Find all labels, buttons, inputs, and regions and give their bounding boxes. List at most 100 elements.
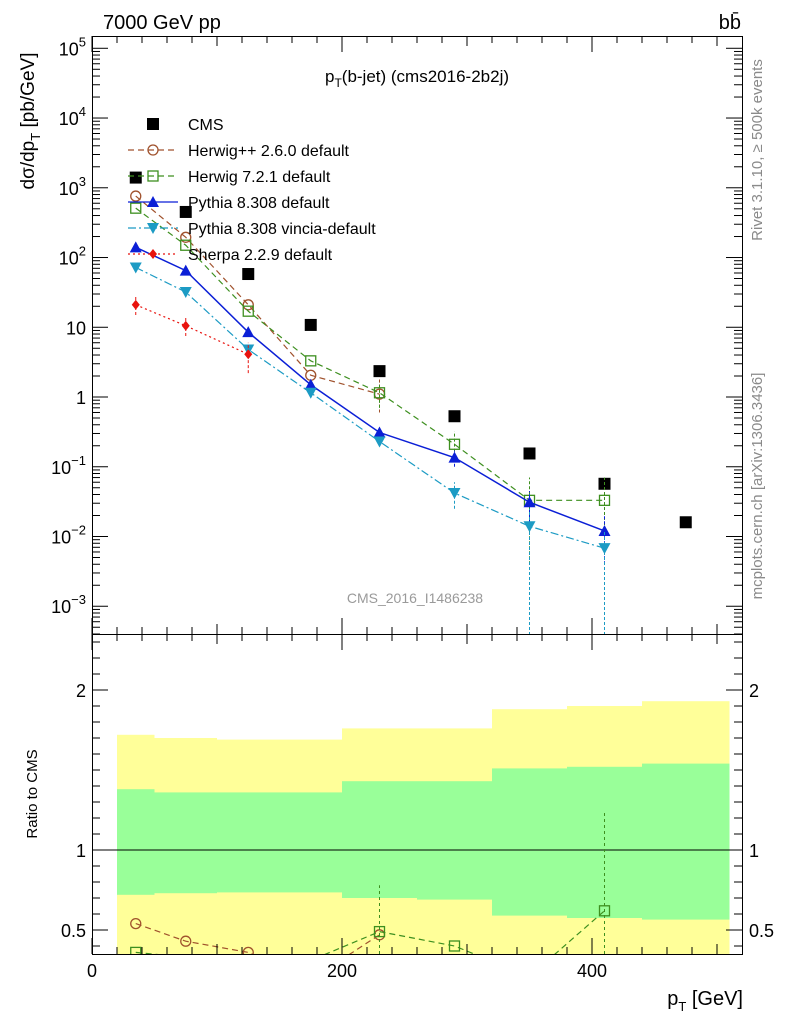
legend-label: Sherpa 2.2.9 default bbox=[188, 247, 333, 264]
data-point bbox=[373, 365, 386, 378]
data-point bbox=[242, 299, 254, 311]
ratio-y-tick-label-left: 0.5 bbox=[61, 921, 86, 941]
legend-label: Herwig++ 2.6.0 default bbox=[188, 143, 350, 160]
data-point bbox=[129, 171, 142, 184]
energy-label: 7000 GeV pp bbox=[103, 12, 221, 34]
y-tick-exponent: 2 bbox=[79, 244, 86, 259]
data-point bbox=[304, 387, 317, 399]
data-point bbox=[179, 287, 192, 299]
legend-marker bbox=[147, 196, 159, 207]
data-point bbox=[523, 496, 536, 508]
series-line bbox=[135, 195, 380, 395]
process-label: bb̄ bbox=[719, 11, 741, 34]
legend-item: Herwig++ 2.6.0 default bbox=[128, 143, 350, 160]
y-tick-base: 10 bbox=[59, 39, 79, 59]
data-point bbox=[179, 205, 192, 218]
ratio-green-band-bin bbox=[642, 763, 730, 920]
y-tick-exponent: −3 bbox=[71, 592, 86, 607]
y-tick-base: 10 bbox=[51, 458, 71, 478]
plot-title: pT(b-jet) (cms2016-2b2j) bbox=[325, 67, 509, 90]
ratio-green-band-bin bbox=[567, 766, 642, 918]
ratio-y-tick-label-right: 0.5 bbox=[749, 921, 774, 941]
legend-item: Sherpa 2.2.9 default bbox=[128, 247, 333, 264]
y-tick-label: 102 bbox=[59, 244, 86, 269]
legend-marker bbox=[147, 170, 159, 182]
mcplots-label: mcplots.cern.ch [arXiv:1306.3436] bbox=[749, 373, 766, 600]
ratio-data-point bbox=[373, 925, 386, 938]
data-point bbox=[448, 488, 461, 500]
legend-marker bbox=[147, 118, 159, 130]
ratio-series-line bbox=[135, 923, 380, 954]
series-line bbox=[135, 266, 605, 549]
y-tick-exponent: 5 bbox=[79, 34, 86, 49]
ratio-y-tick-label-left: 2 bbox=[76, 681, 86, 701]
data-point bbox=[242, 326, 255, 338]
legend-label: Pythia 8.308 vincia-default bbox=[188, 221, 376, 238]
series-line bbox=[135, 246, 605, 532]
legend-label: Pythia 8.308 default bbox=[188, 195, 330, 212]
analysis-id-label: CMS_2016_I1486238 bbox=[347, 590, 483, 606]
data-point bbox=[448, 438, 461, 450]
legend-item: CMS bbox=[147, 117, 224, 134]
y-tick-base: 10 bbox=[59, 109, 79, 129]
data-point bbox=[448, 410, 461, 423]
data-point bbox=[373, 436, 386, 448]
legend-label: CMS bbox=[188, 117, 224, 134]
main-series-clipped bbox=[129, 171, 692, 634]
y-tick-base: 10 bbox=[59, 249, 79, 269]
data-point bbox=[598, 543, 611, 555]
data-point bbox=[373, 426, 386, 438]
legend-label: Herwig 7.2.1 default bbox=[188, 169, 331, 186]
rivet-label: Rivet 3.1.10, ≥ 500k events bbox=[749, 59, 766, 241]
plot-title-main: p bbox=[325, 67, 334, 86]
ratio-series-line bbox=[135, 910, 605, 954]
series-line bbox=[135, 304, 249, 355]
ratio-data-point bbox=[130, 946, 142, 954]
ratio-green-band-bin bbox=[217, 792, 280, 893]
ratio-series-group bbox=[130, 810, 611, 954]
y-tick-base: 10 bbox=[59, 179, 79, 199]
y-tick-exponent: 4 bbox=[79, 104, 86, 119]
data-point bbox=[244, 349, 253, 360]
ratio-y-tick-label-right: 1 bbox=[749, 841, 759, 861]
data-point bbox=[130, 190, 142, 202]
main-series-group bbox=[129, 171, 692, 634]
data-point bbox=[181, 320, 190, 331]
data-point bbox=[180, 231, 192, 243]
y-tick-base: 1 bbox=[76, 388, 86, 408]
ratio-green-band-bin bbox=[154, 792, 217, 894]
y-tick-base: 10 bbox=[51, 528, 71, 548]
data-point bbox=[242, 268, 255, 281]
ratio-y-tick-label-right: 2 bbox=[749, 681, 759, 701]
ratio-data-point bbox=[130, 917, 142, 930]
x-tick-label: 200 bbox=[327, 961, 357, 981]
data-point bbox=[679, 516, 692, 529]
x-axis-label-unit: [GeV] bbox=[686, 988, 743, 1010]
y-tick-exponent: −1 bbox=[71, 453, 86, 468]
legend-item: Herwig 7.2.1 default bbox=[128, 169, 331, 186]
ratio-series-clipped bbox=[130, 810, 611, 954]
data-point bbox=[179, 264, 192, 276]
plot-title-rest: (b-jet) (cms2016-2b2j) bbox=[342, 67, 509, 86]
main-y-axis-label-main: dσ/dp bbox=[18, 141, 39, 190]
y-tick-label: 104 bbox=[59, 104, 86, 129]
ratio-y-tick-label-left: 1 bbox=[76, 841, 86, 861]
y-tick-label: 105 bbox=[59, 34, 86, 59]
legend-marker bbox=[147, 144, 159, 156]
data-point bbox=[129, 262, 142, 274]
data-point bbox=[305, 355, 317, 367]
ratio-green-band-bin bbox=[417, 781, 492, 900]
legend: CMS Herwig++ 2.6.0 default Herwig 7.2.1 de… bbox=[128, 117, 376, 264]
ratio-data-point bbox=[448, 940, 461, 952]
data-point bbox=[523, 447, 536, 460]
y-tick-exponent: −2 bbox=[71, 523, 86, 538]
ratio-green-band-bin bbox=[279, 792, 342, 893]
y-tick-label: 10−1 bbox=[51, 453, 86, 478]
data-point bbox=[242, 305, 254, 317]
ratio-data-point bbox=[242, 946, 254, 954]
x-axis-label-sub: T bbox=[678, 999, 686, 1014]
x-tick-label: 0 bbox=[87, 961, 97, 981]
ratio-plot-frame bbox=[92, 634, 743, 955]
ratio-data-point bbox=[180, 935, 192, 947]
